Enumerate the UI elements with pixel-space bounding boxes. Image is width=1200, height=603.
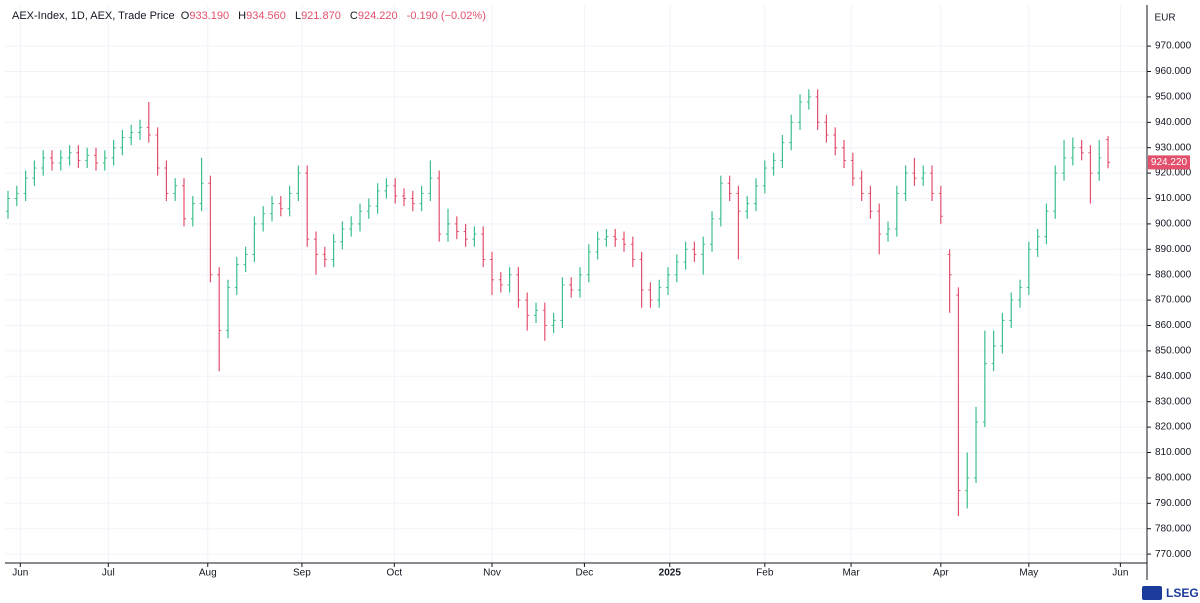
x-tick-label: Mar <box>842 568 860 579</box>
y-tick-label: 830.000 <box>1155 396 1192 407</box>
y-tick-label: 820.000 <box>1155 422 1192 433</box>
watermark: LSEG <box>1166 586 1199 600</box>
y-tick-label: 920.000 <box>1155 168 1192 179</box>
y-tick-label: 910.000 <box>1155 193 1192 204</box>
high-value: 934.560 <box>246 10 286 22</box>
x-tick-label: 2025 <box>659 568 682 579</box>
open-prefix: O <box>180 10 190 22</box>
y-tick-label: 950.000 <box>1155 92 1192 103</box>
x-tick-label: Jun <box>12 568 28 579</box>
y-tick-label: 880.000 <box>1155 269 1192 280</box>
x-tick-label: Sep <box>293 568 311 579</box>
y-tick-label: 770.000 <box>1155 549 1192 560</box>
x-tick-label: May <box>1019 568 1038 579</box>
y-tick-label: 800.000 <box>1155 473 1192 484</box>
y-tick-label: 940.000 <box>1155 117 1192 128</box>
close-value: 924.220 <box>357 10 398 22</box>
x-tick-label: Dec <box>576 568 594 579</box>
x-tick-label: Jul <box>102 568 115 579</box>
high-prefix: H <box>238 10 247 22</box>
low-prefix: L <box>294 10 302 22</box>
low-value: 921.870 <box>301 10 341 22</box>
currency: EUR <box>1154 13 1175 24</box>
y-tick-label: 840.000 <box>1155 371 1192 382</box>
y-tick-label: 790.000 <box>1155 498 1192 509</box>
y-tick-label: 870.000 <box>1155 295 1192 306</box>
x-tick-label: Nov <box>483 568 501 579</box>
y-tick-label: 850.000 <box>1155 346 1192 357</box>
x-tick-label: Apr <box>933 568 949 579</box>
last-price-label: 924.220 <box>1151 157 1188 168</box>
x-tick-label: Aug <box>199 568 217 579</box>
change-value: -0.190 (−0.02%) <box>406 10 486 22</box>
y-tick-label: 970.000 <box>1155 41 1192 52</box>
close-prefix: C <box>349 10 358 22</box>
y-tick-label: 810.000 <box>1155 447 1192 458</box>
open-value: 933.190 <box>189 10 230 22</box>
series-name: AEX-Index, 1D, AEX, Trade Price <box>12 10 175 22</box>
x-tick-label: Jun <box>1112 568 1128 579</box>
y-tick-label: 890.000 <box>1155 244 1192 255</box>
y-tick-label: 900.000 <box>1155 219 1192 230</box>
y-tick-label: 780.000 <box>1155 523 1192 534</box>
y-tick-label: 960.000 <box>1155 66 1192 77</box>
x-tick-label: Oct <box>387 568 403 579</box>
y-tick-label: 930.000 <box>1155 142 1192 153</box>
legend: AEX-Index, 1D, AEX, Trade Price O933.190… <box>12 10 492 22</box>
last-price-tag <box>1148 155 1190 170</box>
y-tick-label: 860.000 <box>1155 320 1192 331</box>
logo-icon <box>1142 586 1162 600</box>
x-tick-label: Feb <box>756 568 774 579</box>
